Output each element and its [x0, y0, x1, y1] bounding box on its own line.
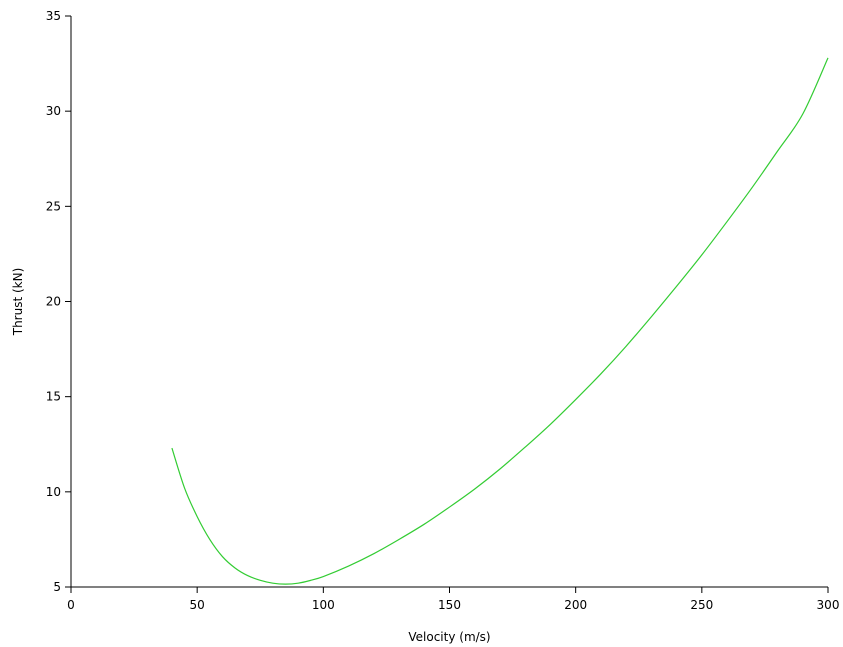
y-tick-label: 10	[46, 485, 61, 499]
y-tick-label: 35	[46, 9, 61, 23]
x-tick-label: 300	[817, 598, 840, 612]
x-tick-label: 250	[690, 598, 713, 612]
x-tick-label: 0	[67, 598, 75, 612]
y-tick-label: 30	[46, 104, 61, 118]
x-tick-label: 50	[190, 598, 205, 612]
thrust-curve-line	[171, 57, 829, 585]
x-tick-label: 150	[438, 598, 461, 612]
x-tick-label: 100	[312, 598, 335, 612]
y-tick-label: 5	[53, 580, 61, 594]
y-tick-label: 15	[46, 390, 61, 404]
y-axis-title: Thrust (kN)	[11, 268, 25, 337]
y-tick-label: 20	[46, 295, 61, 309]
x-axis-title: Velocity (m/s)	[408, 630, 490, 644]
plot-series	[171, 57, 829, 585]
y-axis-ticks: 5 10 15 20 25 30 35	[46, 9, 71, 594]
x-axis-ticks: 0 50 100 150 200 250 300	[67, 587, 839, 612]
x-tick-label: 200	[564, 598, 587, 612]
y-tick-label: 25	[46, 199, 61, 213]
